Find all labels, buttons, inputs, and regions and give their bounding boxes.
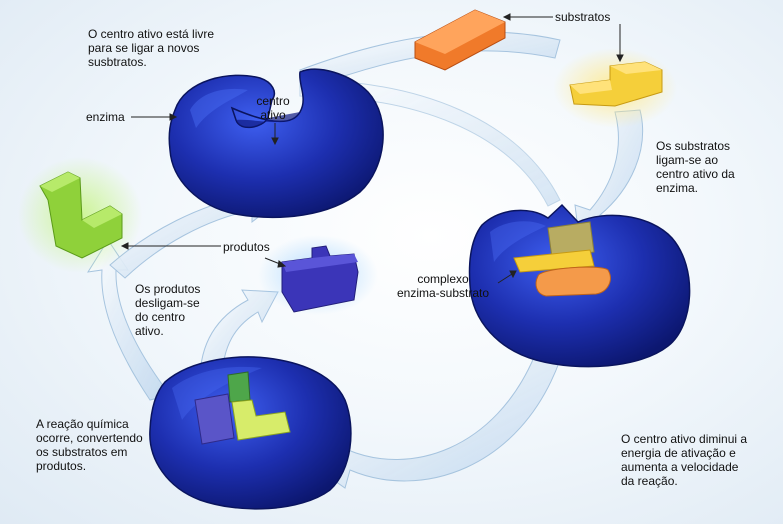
leader-products-right: [264, 257, 281, 265]
enzyme-substrate-complex: [468, 203, 691, 368]
enzyme-free-body: [168, 68, 384, 219]
leader-complex: [497, 273, 513, 284]
product-green-l: [18, 157, 142, 273]
leader-complex-head: [509, 270, 517, 279]
substrate-yellow: [553, 48, 677, 128]
label-reaction: A reação química ocorre, convertendo os …: [36, 417, 143, 473]
leader-products-right-head: [277, 260, 287, 268]
leader-substrates-left-head: [502, 13, 511, 21]
label-substrates-bind: Os substratos ligam-se ao centro ativo d…: [656, 139, 735, 195]
leader-products-head: [120, 242, 129, 250]
label-complex: complexo enzima-substrato: [396, 272, 490, 300]
label-active-site: centro ativo: [256, 94, 290, 122]
leader-lines: [120, 13, 624, 284]
leader-substrates-down-head: [616, 54, 624, 63]
leader-active-site-head: [271, 137, 279, 146]
label-enzyme: enzima: [86, 110, 125, 124]
label-active-site-free: O centro ativo está livre para se ligar …: [88, 27, 215, 69]
enzyme-reaction: [149, 356, 352, 510]
arrow-top: [299, 31, 561, 89]
leader-enzyme-head: [169, 113, 178, 121]
enzyme-free: [168, 68, 384, 219]
enzyme-free-pocket: [236, 112, 300, 128]
substrate-orange: [414, 9, 506, 71]
label-substrates: substratos: [555, 10, 611, 24]
enzyme-free-highlight: [190, 88, 248, 128]
label-products: produtos: [223, 240, 270, 254]
label-activation: O centro ativo diminui a energia de ativ…: [621, 432, 748, 488]
product-purple: [258, 235, 378, 315]
label-products-release: Os produtos desligam-se do centro ativo.: [135, 282, 201, 338]
